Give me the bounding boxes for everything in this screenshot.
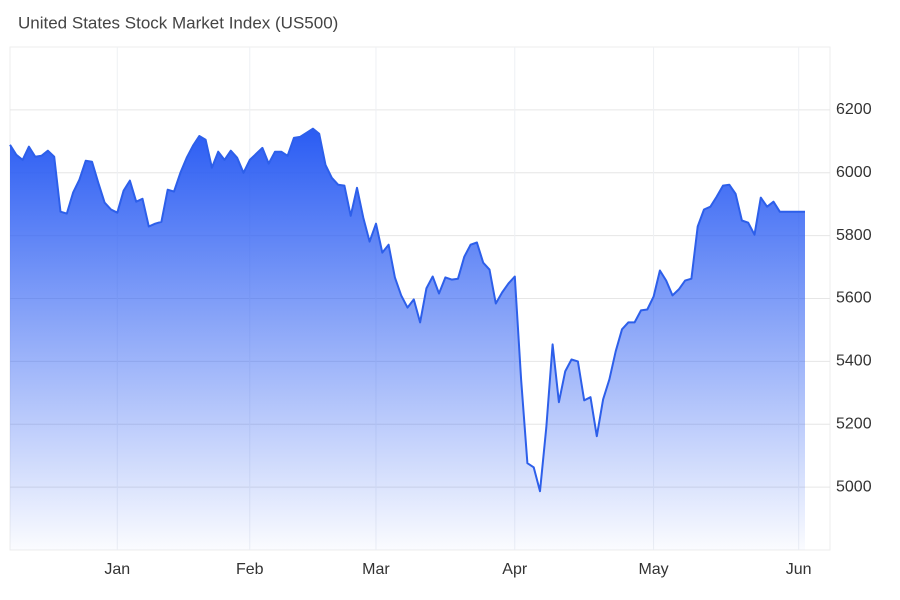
x-tick-label: Jan	[104, 561, 130, 578]
x-tick-label: Apr	[502, 561, 528, 578]
area	[10, 128, 805, 550]
y-tick-label: 5800	[836, 227, 872, 244]
x-tick-label: May	[638, 561, 668, 578]
x-tick-label: Mar	[362, 561, 390, 578]
y-tick-label: 5600	[836, 290, 872, 307]
x-tick-label: Jun	[786, 561, 812, 578]
y-tick-label: 5400	[836, 353, 872, 370]
y-tick-label: 6200	[836, 101, 872, 118]
x-tick-label: Feb	[236, 561, 264, 578]
chart-title: United States Stock Market Index (US500)	[18, 13, 338, 32]
line	[9, 127, 805, 493]
y-tick-label: 5000	[836, 478, 872, 495]
y-tick-label: 5200	[836, 415, 872, 432]
y-tick-label: 6000	[836, 164, 872, 181]
